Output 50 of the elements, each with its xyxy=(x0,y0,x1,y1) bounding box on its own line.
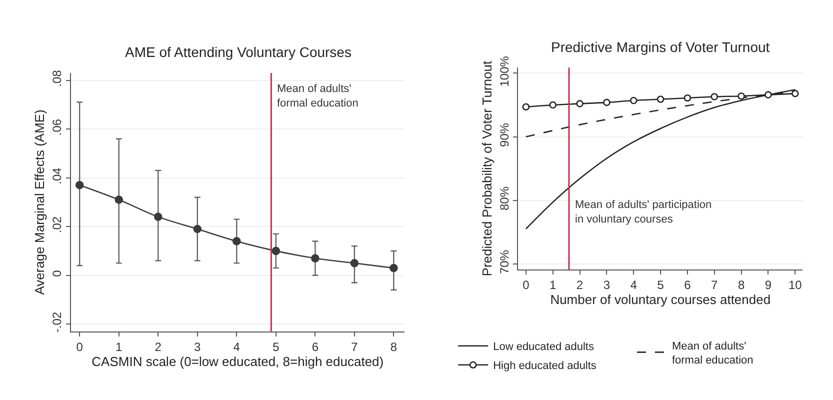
x-axis-title: Number of voluntary courses attended xyxy=(550,292,771,307)
chart-title: Predictive Margins of Voter Turnout xyxy=(551,39,770,55)
x-tick-label: 0 xyxy=(76,340,84,354)
x-tick-label: 6 xyxy=(312,340,319,354)
point xyxy=(154,212,162,221)
y-tick-label: 70% xyxy=(497,250,512,274)
x-tick-label: 4 xyxy=(233,340,240,354)
x-tick-label: 8 xyxy=(738,278,745,292)
x-tick-label: 5 xyxy=(657,278,664,292)
x-tick-label: 10 xyxy=(788,278,802,292)
x-tick-label: 1 xyxy=(550,278,557,292)
point xyxy=(350,258,359,268)
x-tick-label: 1 xyxy=(116,340,123,354)
y-tick-label: 0 xyxy=(50,270,64,277)
x-tick-label: 8 xyxy=(390,340,398,354)
y-tick-label: 90% xyxy=(497,122,512,147)
ref-line-label: Mean of adults' formal education xyxy=(277,83,358,110)
x-tick-label: 5 xyxy=(272,340,280,354)
x-tick-label: 9 xyxy=(764,278,772,292)
x-tick-label: 2 xyxy=(154,340,162,354)
y-tick-label: .02 xyxy=(50,216,64,234)
chart-title: AME of Attending Voluntary Courses xyxy=(125,44,352,60)
x-tick-label: 2 xyxy=(576,278,584,292)
x-tick-label: 7 xyxy=(711,278,718,292)
y-axis-title: Average Marginal Effects (AME) xyxy=(32,110,48,295)
point xyxy=(311,254,320,262)
x-tick-label: 7 xyxy=(351,340,358,354)
y-tick-label: 100% xyxy=(497,56,512,87)
legend-label: Mean of adults' formal education xyxy=(672,340,754,367)
legend-label: Low educated adults xyxy=(493,341,594,354)
y-tick-label: .04 xyxy=(50,167,64,184)
y-tick-label: .08 xyxy=(50,70,64,87)
point xyxy=(272,246,280,256)
legend-label: High educated adults xyxy=(493,360,597,372)
x-tick-label: 4 xyxy=(630,278,638,292)
y-tick-label: 80% xyxy=(497,186,512,210)
point xyxy=(193,224,202,234)
x-tick-label: 3 xyxy=(603,278,610,292)
y-tick-label: .06 xyxy=(50,118,64,136)
y-axis-title: Predicted Probability of Voter Turnout xyxy=(479,60,494,276)
x-axis-title: CASMIN scale (0=low educated, 8=high educated) xyxy=(92,354,384,369)
x-tick-label: 6 xyxy=(684,278,692,292)
point xyxy=(232,237,241,246)
point xyxy=(75,180,84,190)
x-tick-label: 3 xyxy=(194,340,202,354)
y-tick-label: -.02 xyxy=(50,312,64,333)
point xyxy=(114,196,124,204)
point xyxy=(390,264,398,272)
ref-line-label: Mean of adults' participation in voluntary courses xyxy=(575,199,712,226)
x-tick-label: 0 xyxy=(522,278,530,292)
